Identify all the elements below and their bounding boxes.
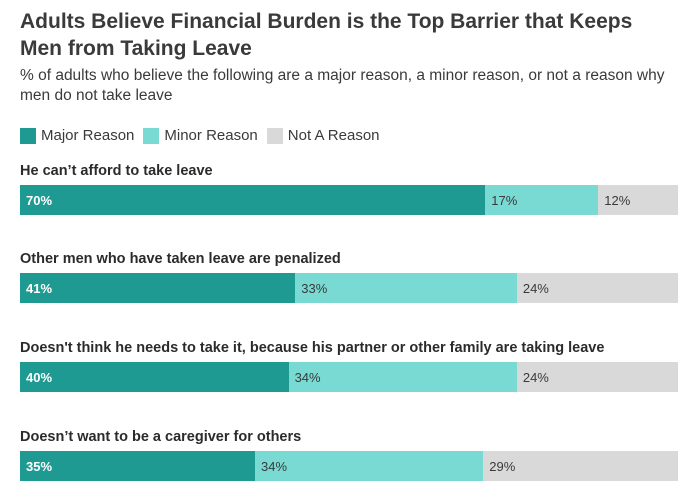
chart-subtitle: % of adults who believe the following ar… (20, 67, 665, 104)
legend-label-minor: Minor Reason (164, 127, 258, 144)
data-label: 33% (301, 280, 328, 296)
bar-segment-not-a-reason: 24% (516, 273, 678, 303)
data-label: 34% (294, 369, 321, 385)
bar-segment-not-a-reason: 12% (598, 185, 678, 215)
legend-swatch-none (266, 127, 283, 144)
bar-segment-major: 41% (20, 273, 296, 303)
bar-segment-major: 35% (20, 451, 255, 481)
legend-swatch-major (20, 127, 36, 144)
category-label: He can’t afford to take leave (20, 163, 213, 179)
bar-segment-minor: 17% (485, 185, 599, 215)
stacked-bar: 35% 34% 29% (20, 451, 678, 481)
stacked-bar: 40% 34% 24% (20, 362, 678, 392)
category-label: Other men who have taken leave are penal… (20, 251, 341, 267)
category-label: Doesn't think he needs to take it, becau… (20, 340, 605, 356)
data-label: 29% (489, 458, 516, 474)
data-label: 70% (26, 192, 53, 208)
data-label: 35% (26, 458, 53, 474)
stacked-bar: 41% 33% 24% (20, 273, 678, 303)
data-label: 41% (26, 280, 53, 296)
data-label: 24% (522, 280, 549, 296)
bar-segment-not-a-reason: 29% (483, 451, 678, 481)
data-label: 17% (491, 192, 518, 208)
data-label: 12% (604, 192, 631, 208)
legend-swatch-minor (143, 127, 160, 144)
bar-segment-minor: 34% (255, 451, 484, 481)
legend-item-none: Not A Reason (266, 127, 380, 144)
legend: Major Reason Minor Reason Not A Reason (20, 127, 389, 144)
bar-segment-minor: 33% (295, 273, 517, 303)
bar-segment-major: 70% (20, 185, 486, 215)
category-label: Doesn’t want to be a caregiver for other… (20, 429, 302, 445)
data-label: 40% (26, 369, 53, 385)
legend-label-none: Not A Reason (287, 127, 380, 144)
legend-item-minor: Minor Reason (143, 127, 258, 144)
legend-item-major: Major Reason (20, 127, 134, 144)
data-label: 24% (522, 369, 549, 385)
bar-segment-major: 40% (20, 362, 289, 392)
legend-label-major: Major Reason (41, 127, 135, 144)
stacked-bar: 70% 17% 12% (20, 185, 678, 215)
bar-segment-minor: 34% (288, 362, 517, 392)
bar-segment-not-a-reason: 24% (516, 362, 678, 392)
chart-title: Adults Believe Financial Burden is the T… (20, 10, 633, 60)
data-label: 34% (261, 458, 288, 474)
